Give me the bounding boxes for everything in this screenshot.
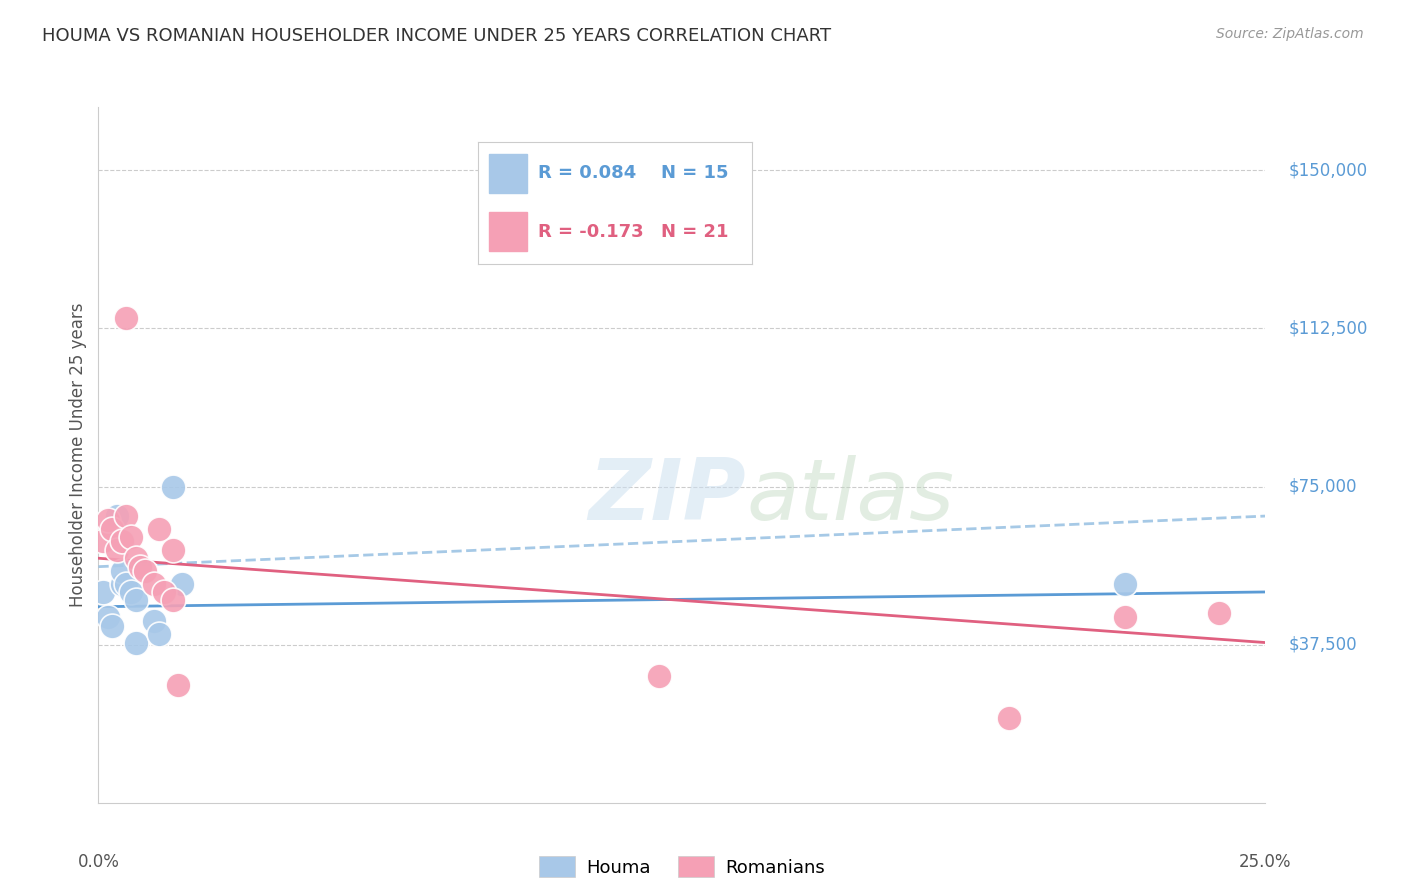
Text: N = 21: N = 21: [661, 223, 728, 241]
Text: 0.0%: 0.0%: [77, 854, 120, 871]
Bar: [489, 212, 527, 252]
Text: atlas: atlas: [747, 455, 955, 538]
Text: $37,500: $37,500: [1289, 636, 1357, 654]
Point: [162, 479, 184, 493]
Point: [97, 610, 120, 624]
Point: [115, 576, 138, 591]
Point: [120, 530, 142, 544]
Text: R = -0.173: R = -0.173: [538, 223, 644, 241]
Point: [166, 678, 188, 692]
Point: [172, 576, 194, 591]
Point: [111, 534, 134, 549]
Text: Source: ZipAtlas.com: Source: ZipAtlas.com: [1216, 27, 1364, 41]
Point: [162, 542, 184, 557]
Point: [647, 669, 669, 683]
Point: [1114, 610, 1136, 624]
Legend: Houma, Romanians: Houma, Romanians: [531, 849, 832, 884]
Point: [120, 585, 142, 599]
Text: ZIP: ZIP: [589, 455, 747, 538]
Point: [125, 593, 148, 607]
Point: [143, 576, 166, 591]
Point: [91, 534, 114, 549]
Point: [111, 576, 134, 591]
Text: 25.0%: 25.0%: [1239, 854, 1292, 871]
Text: HOUMA VS ROMANIAN HOUSEHOLDER INCOME UNDER 25 YEARS CORRELATION CHART: HOUMA VS ROMANIAN HOUSEHOLDER INCOME UND…: [42, 27, 831, 45]
Point: [129, 559, 152, 574]
Point: [101, 618, 124, 632]
Point: [997, 711, 1019, 725]
Point: [125, 551, 148, 566]
Text: R = 0.084: R = 0.084: [538, 164, 637, 183]
Text: $150,000: $150,000: [1289, 161, 1368, 179]
Point: [111, 564, 134, 578]
Point: [91, 585, 114, 599]
Point: [1208, 606, 1230, 620]
Point: [115, 509, 138, 524]
Text: $75,000: $75,000: [1289, 477, 1357, 496]
Text: N = 15: N = 15: [661, 164, 728, 183]
Point: [162, 593, 184, 607]
Text: $112,500: $112,500: [1289, 319, 1368, 337]
Point: [97, 513, 120, 527]
Point: [152, 585, 174, 599]
Y-axis label: Householder Income Under 25 years: Householder Income Under 25 years: [69, 302, 87, 607]
Bar: [489, 154, 527, 193]
Point: [134, 564, 156, 578]
Point: [105, 542, 128, 557]
Point: [105, 509, 128, 524]
Point: [115, 310, 138, 325]
Point: [125, 635, 148, 649]
Point: [148, 627, 170, 641]
Point: [101, 522, 124, 536]
Point: [1114, 576, 1136, 591]
Point: [143, 615, 166, 629]
Point: [148, 522, 170, 536]
